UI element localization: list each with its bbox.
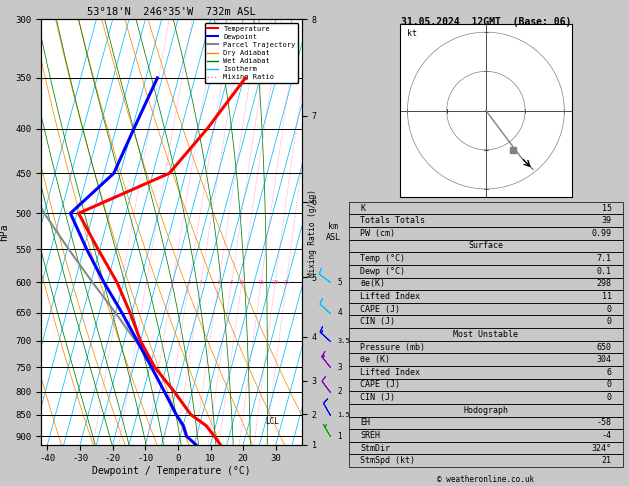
Text: 1: 1 <box>337 432 342 441</box>
Text: θe (K): θe (K) <box>360 355 390 364</box>
Text: EH: EH <box>360 418 370 427</box>
Text: Surface: Surface <box>469 242 503 250</box>
Text: CAPE (J): CAPE (J) <box>360 381 400 389</box>
Legend: Temperature, Dewpoint, Parcel Trajectory, Dry Adiabat, Wet Adiabat, Isotherm, Mi: Temperature, Dewpoint, Parcel Trajectory… <box>204 23 298 83</box>
Text: StmSpd (kt): StmSpd (kt) <box>360 456 415 465</box>
Text: Totals Totals: Totals Totals <box>360 216 425 225</box>
Y-axis label: hPa: hPa <box>0 223 9 241</box>
Text: 4: 4 <box>199 280 203 285</box>
Text: Lifted Index: Lifted Index <box>360 292 420 301</box>
Text: 0: 0 <box>607 317 612 326</box>
Text: CAPE (J): CAPE (J) <box>360 305 400 313</box>
Text: © weatheronline.co.uk: © weatheronline.co.uk <box>437 474 535 484</box>
Text: 0.1: 0.1 <box>597 267 612 276</box>
Text: 15: 15 <box>257 280 265 285</box>
X-axis label: Dewpoint / Temperature (°C): Dewpoint / Temperature (°C) <box>92 466 251 476</box>
Text: 3.5: 3.5 <box>337 338 350 344</box>
Text: Lifted Index: Lifted Index <box>360 368 420 377</box>
Text: 6: 6 <box>607 368 612 377</box>
Text: kt: kt <box>408 29 418 38</box>
Text: Temp (°C): Temp (°C) <box>360 254 405 263</box>
Text: 4: 4 <box>337 308 342 317</box>
Text: 3: 3 <box>337 363 342 372</box>
Text: SREH: SREH <box>360 431 380 440</box>
Text: 0: 0 <box>607 305 612 313</box>
Text: 3: 3 <box>187 280 191 285</box>
Text: 31.05.2024  12GMT  (Base: 06): 31.05.2024 12GMT (Base: 06) <box>401 17 571 27</box>
Y-axis label: km
ASL: km ASL <box>326 223 341 242</box>
Text: 7.1: 7.1 <box>597 254 612 263</box>
Text: -4: -4 <box>602 431 612 440</box>
Text: 11: 11 <box>602 292 612 301</box>
Text: 0.99: 0.99 <box>592 229 612 238</box>
Text: CIN (J): CIN (J) <box>360 393 395 402</box>
Text: 15: 15 <box>602 204 612 212</box>
Text: 1: 1 <box>145 280 148 285</box>
Text: 304: 304 <box>597 355 612 364</box>
Text: 0: 0 <box>607 393 612 402</box>
Text: 39: 39 <box>602 216 612 225</box>
Text: StmDir: StmDir <box>360 444 390 452</box>
Text: Mixing Ratio (g/kg): Mixing Ratio (g/kg) <box>308 190 317 277</box>
Text: 21: 21 <box>602 456 612 465</box>
Text: Dewp (°C): Dewp (°C) <box>360 267 405 276</box>
Text: 0: 0 <box>607 381 612 389</box>
Text: Pressure (mb): Pressure (mb) <box>360 343 425 351</box>
Text: Most Unstable: Most Unstable <box>454 330 518 339</box>
Text: 5: 5 <box>337 278 342 287</box>
Text: K: K <box>360 204 365 212</box>
Text: LCL: LCL <box>265 417 279 426</box>
Text: 8: 8 <box>230 280 233 285</box>
Text: CIN (J): CIN (J) <box>360 317 395 326</box>
Text: 324°: 324° <box>592 444 612 452</box>
Text: 298: 298 <box>597 279 612 288</box>
Text: 20: 20 <box>271 280 279 285</box>
Text: θe(K): θe(K) <box>360 279 385 288</box>
Text: 1.5: 1.5 <box>337 412 350 417</box>
Title: 53°18'N  246°35'W  732m ASL: 53°18'N 246°35'W 732m ASL <box>87 7 256 17</box>
Text: -58: -58 <box>597 418 612 427</box>
Text: PW (cm): PW (cm) <box>360 229 395 238</box>
Text: 25: 25 <box>282 280 290 285</box>
Text: 2: 2 <box>337 387 342 396</box>
Text: 650: 650 <box>597 343 612 351</box>
Text: 2: 2 <box>171 280 175 285</box>
Text: 10: 10 <box>238 280 245 285</box>
Text: 6: 6 <box>217 280 221 285</box>
Text: Hodograph: Hodograph <box>464 406 508 415</box>
